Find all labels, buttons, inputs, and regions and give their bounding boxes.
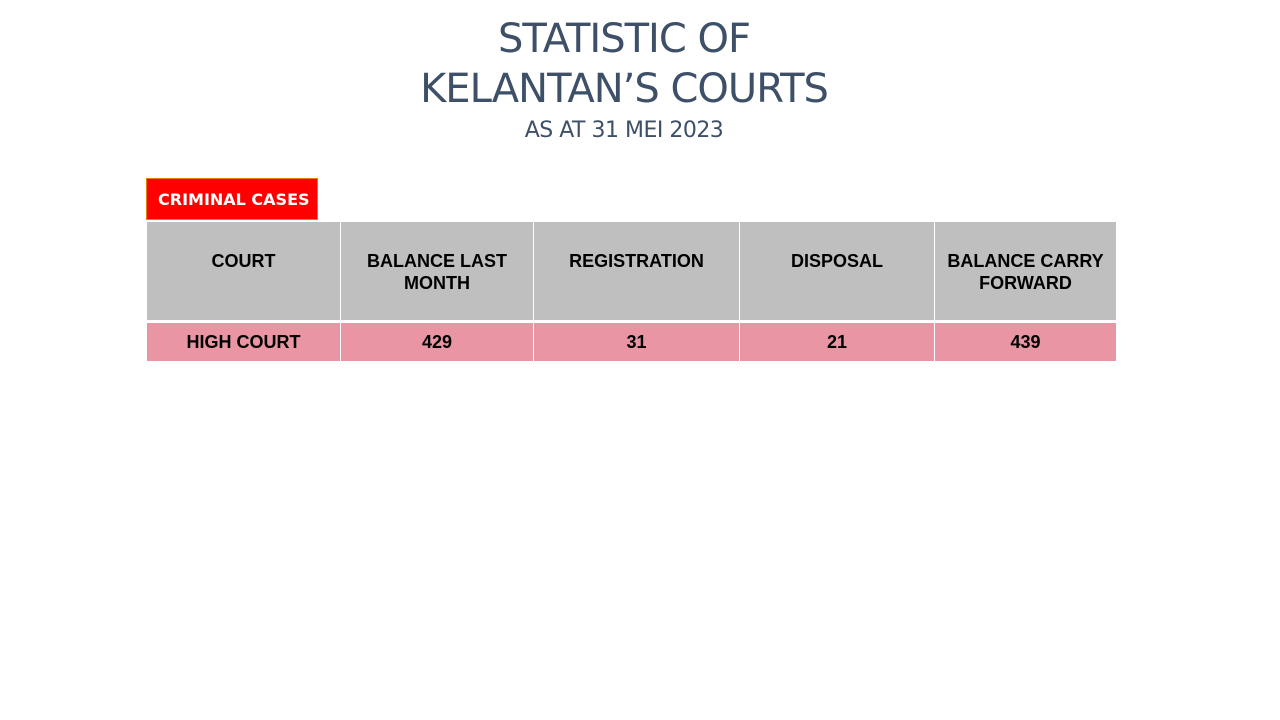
column-header-court: COURT xyxy=(146,222,341,320)
page-subtitle: AS AT 31 MEI 2023 xyxy=(524,118,724,143)
criminal-cases-badge: CRIMINAL CASES xyxy=(146,178,318,220)
cell-disposal: 21 xyxy=(739,323,935,361)
column-header-balance-last-month: BALANCE LAST MONTH xyxy=(340,222,534,320)
table-row: HIGH COURT 429 31 21 439 xyxy=(146,323,1117,361)
cell-registration: 31 xyxy=(533,323,740,361)
cell-balance-carry-forward: 439 xyxy=(934,323,1117,361)
table-header-row: COURT BALANCE LAST MONTH REGISTRATION DI… xyxy=(146,222,1117,320)
table-row-spacer xyxy=(146,320,1117,323)
column-header-balance-carry-forward: BALANCE CARRY FORWARD xyxy=(934,222,1117,320)
page-title-block: STATISTIC OF KELANTAN’S COURTS AS AT 31 … xyxy=(0,14,1248,146)
cell-court: HIGH COURT xyxy=(146,323,341,361)
page-title-line-2: KELANTAN’S COURTS xyxy=(420,66,829,112)
column-header-disposal: DISPOSAL xyxy=(739,222,935,320)
page-title-line-1: STATISTIC OF xyxy=(498,16,751,62)
column-header-registration: REGISTRATION xyxy=(533,222,740,320)
cell-balance-last-month: 429 xyxy=(340,323,534,361)
court-statistics-table: COURT BALANCE LAST MONTH REGISTRATION DI… xyxy=(146,222,1117,361)
